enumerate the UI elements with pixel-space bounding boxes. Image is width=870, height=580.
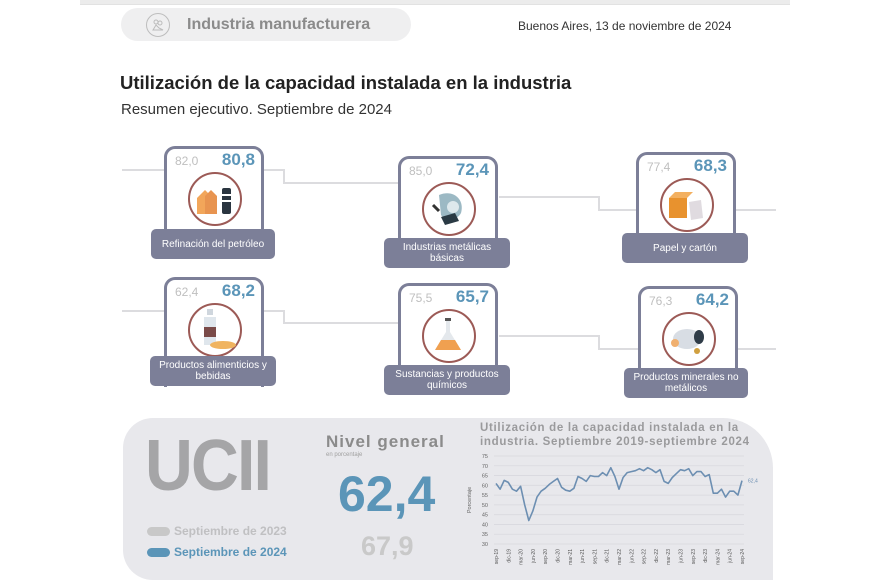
svg-text:sep-20: sep-20 bbox=[543, 549, 549, 565]
bottle-bread-icon bbox=[188, 303, 242, 357]
connector-line bbox=[499, 335, 599, 337]
svg-text:sep-22: sep-22 bbox=[642, 549, 648, 565]
previous-value: 76,3 bbox=[649, 294, 673, 308]
current-value: 68,2 bbox=[221, 281, 255, 300]
previous-value: 77,4 bbox=[647, 160, 671, 174]
current-value: 72,4 bbox=[455, 160, 489, 179]
svg-text:60: 60 bbox=[482, 483, 488, 489]
svg-text:65: 65 bbox=[482, 474, 488, 480]
legend-label: Septiembre de 2023 bbox=[174, 524, 287, 538]
dateline: Buenos Aires, 13 de noviembre de 2024 bbox=[518, 19, 732, 33]
summary-panel bbox=[123, 418, 773, 580]
svg-text:Porcentaje: Porcentaje bbox=[467, 487, 473, 513]
ucii-line-chart: 30 35 40 45 50 55 60 65 70 75 Porcentaje 62,4 sep-19… bbox=[467, 454, 758, 565]
institution-seal-icon bbox=[146, 12, 170, 37]
svg-text:50: 50 bbox=[482, 503, 488, 509]
ucii-acronym: UCII bbox=[145, 426, 272, 506]
legend-label: Septiembre de 2024 bbox=[174, 545, 287, 559]
header-pill: Industria manufacturera bbox=[121, 8, 411, 41]
chart-title: Utilización de la capacidad instalada en… bbox=[480, 422, 750, 448]
page-subtitle: Resumen ejecutivo. Septiembre de 2024 bbox=[121, 101, 392, 118]
flask-icon bbox=[422, 309, 476, 363]
svg-text:sep-24: sep-24 bbox=[740, 549, 746, 565]
svg-text:mar-21: mar-21 bbox=[568, 549, 574, 565]
svg-text:jun-22: jun-22 bbox=[629, 549, 635, 564]
connector-line bbox=[598, 209, 638, 211]
current-value: 64,2 bbox=[695, 290, 729, 309]
previous-value: 85,0 bbox=[409, 164, 433, 178]
nivel-general-title: Nivel general bbox=[326, 432, 445, 451]
legend-item-2024: Septiembre de 2024 bbox=[147, 545, 287, 559]
current-value: 68,3 bbox=[693, 156, 727, 175]
svg-text:70: 70 bbox=[482, 464, 488, 470]
connector-line bbox=[283, 310, 285, 323]
svg-text:jun-24: jun-24 bbox=[728, 549, 734, 564]
connector-line bbox=[264, 310, 284, 312]
svg-text:75: 75 bbox=[482, 454, 488, 460]
svg-text:40: 40 bbox=[482, 522, 488, 528]
svg-text:mar-20: mar-20 bbox=[519, 549, 525, 565]
svg-text:mar-22: mar-22 bbox=[617, 549, 623, 565]
svg-text:jun-21: jun-21 bbox=[580, 549, 586, 564]
connector-line bbox=[283, 169, 285, 183]
sector-label: Productos alimenticios y bebidas bbox=[150, 356, 276, 386]
svg-text:sep-21: sep-21 bbox=[592, 549, 598, 565]
cement-mixer-icon bbox=[662, 312, 716, 366]
refinery-icon bbox=[188, 172, 242, 226]
previous-value: 82,0 bbox=[175, 154, 199, 168]
svg-text:mar-23: mar-23 bbox=[666, 549, 672, 565]
svg-text:dic-21: dic-21 bbox=[605, 549, 611, 563]
current-general-value: 62,4 bbox=[338, 466, 436, 522]
previous-general-value: 67,9 bbox=[361, 531, 414, 561]
connector-line bbox=[736, 209, 776, 211]
svg-text:sep-19: sep-19 bbox=[494, 549, 500, 565]
connector-line bbox=[122, 169, 166, 171]
top-strip bbox=[80, 0, 790, 5]
svg-text:dic-20: dic-20 bbox=[556, 549, 562, 563]
sector-label: Papel y cartón bbox=[622, 233, 748, 263]
svg-text:jun-20: jun-20 bbox=[531, 549, 537, 564]
connector-line bbox=[598, 196, 600, 210]
svg-text:dic-19: dic-19 bbox=[506, 549, 512, 563]
connector-line bbox=[122, 310, 166, 312]
previous-value: 75,5 bbox=[409, 291, 433, 305]
page-title: Utilización de la capacidad instalada en… bbox=[120, 72, 572, 93]
connector-line bbox=[598, 335, 600, 349]
legend-item-2023: Septiembre de 2023 bbox=[147, 524, 287, 538]
previous-value: 62,4 bbox=[175, 285, 199, 299]
current-value: 80,8 bbox=[221, 150, 255, 169]
connector-line bbox=[264, 169, 284, 171]
legend-swatch bbox=[147, 547, 170, 557]
connector-line bbox=[283, 322, 399, 324]
svg-text:jun-23: jun-23 bbox=[679, 549, 685, 564]
header-title: Industria manufacturera bbox=[187, 15, 371, 33]
sector-label: Industrias metálicas básicas bbox=[384, 238, 510, 268]
connector-line bbox=[598, 348, 638, 350]
svg-text:30: 30 bbox=[482, 542, 488, 548]
sector-label: Productos minerales no metálicos bbox=[624, 368, 748, 398]
svg-text:dic-23: dic-23 bbox=[703, 549, 709, 563]
svg-text:62,4: 62,4 bbox=[748, 479, 758, 485]
svg-text:sep-23: sep-23 bbox=[691, 549, 697, 565]
connector-line bbox=[283, 182, 399, 184]
welding-helmet-icon bbox=[422, 182, 476, 236]
svg-text:dic-22: dic-22 bbox=[654, 549, 660, 563]
nivel-general-subtitle: en porcentaje bbox=[326, 452, 363, 458]
svg-text:55: 55 bbox=[482, 493, 488, 499]
sector-label: Refinación del petróleo bbox=[151, 229, 275, 259]
current-value: 65,7 bbox=[455, 287, 489, 306]
connector-line bbox=[736, 348, 776, 350]
sector-label: Sustancias y productos químicos bbox=[384, 365, 510, 395]
svg-text:mar-24: mar-24 bbox=[715, 549, 721, 565]
cardboard-box-icon bbox=[660, 178, 714, 232]
connector-line bbox=[499, 196, 599, 198]
svg-text:35: 35 bbox=[482, 532, 488, 538]
svg-text:45: 45 bbox=[482, 513, 488, 519]
legend-swatch bbox=[147, 526, 170, 536]
